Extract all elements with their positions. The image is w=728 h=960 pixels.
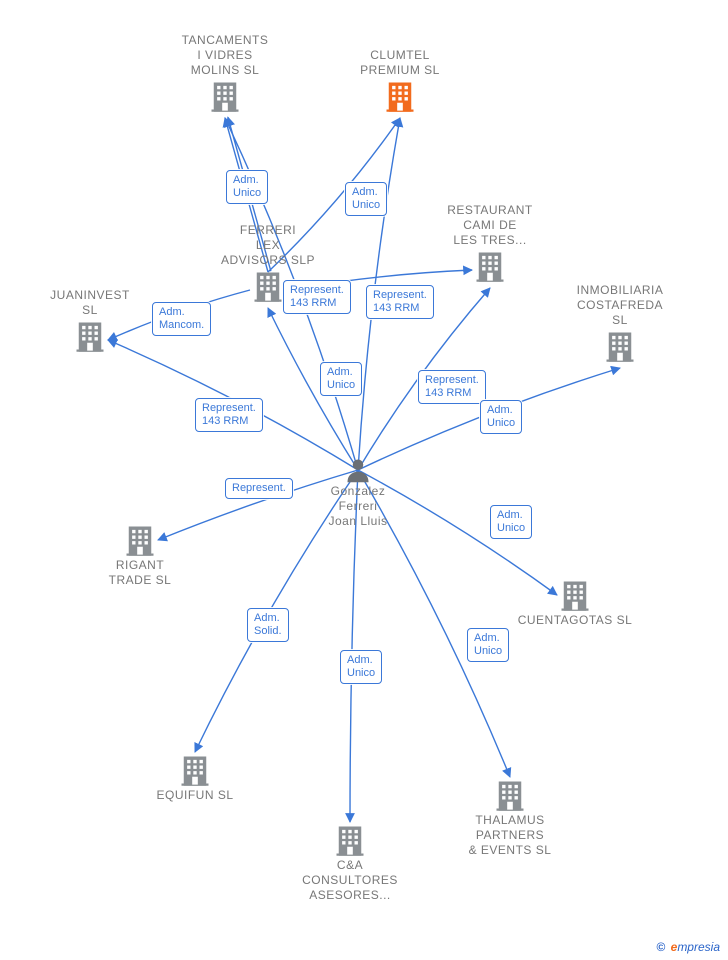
edge-label: Adm. Unico bbox=[320, 362, 362, 396]
brand-rest: mpresia bbox=[677, 940, 720, 954]
company-label: JUANINVEST SL bbox=[20, 288, 160, 318]
edge-label: Represent. 143 RRM bbox=[195, 398, 263, 432]
company-node: CUENTAGOTAS SL bbox=[505, 577, 645, 628]
company-node: INMOBILIARIA COSTAFREDA SL bbox=[550, 283, 690, 364]
company-label: THALAMUS PARTNERS & EVENTS SL bbox=[440, 813, 580, 858]
edge-label: Adm. Unico bbox=[480, 400, 522, 434]
company-node: THALAMUS PARTNERS & EVENTS SL bbox=[440, 777, 580, 858]
company-label: TANCAMENTS I VIDRES MOLINS SL bbox=[155, 33, 295, 78]
company-node: CLUMTEL PREMIUM SL bbox=[330, 48, 470, 114]
copyright-footer: © empresia bbox=[656, 940, 720, 954]
company-node: C&A CONSULTORES ASESORES... bbox=[280, 822, 420, 903]
edge-label: Adm. Unico bbox=[490, 505, 532, 539]
company-node: JUANINVEST SL bbox=[20, 288, 160, 354]
person-node: Gonzalez Ferreri Joan Lluis bbox=[308, 456, 408, 529]
company-node: TANCAMENTS I VIDRES MOLINS SL bbox=[155, 33, 295, 114]
edge-label: Adm. Mancom. bbox=[152, 302, 211, 336]
company-label: EQUIFUN SL bbox=[125, 788, 265, 803]
company-label: RIGANT TRADE SL bbox=[70, 558, 210, 588]
company-label: RESTAURANT CAMI DE LES TRES... bbox=[420, 203, 560, 248]
edge-label: Represent. 143 RRM bbox=[283, 280, 351, 314]
edge-label: Represent. bbox=[225, 478, 293, 499]
edge-label: Adm. Unico bbox=[226, 170, 268, 204]
diagram-stage: Gonzalez Ferreri Joan Lluis TANCAMENTS I … bbox=[0, 0, 728, 960]
company-label: INMOBILIARIA COSTAFREDA SL bbox=[550, 283, 690, 328]
company-label: C&A CONSULTORES ASESORES... bbox=[280, 858, 420, 903]
company-node: RESTAURANT CAMI DE LES TRES... bbox=[420, 203, 560, 284]
company-node: RIGANT TRADE SL bbox=[70, 522, 210, 588]
copyright-symbol: © bbox=[656, 940, 665, 954]
edge-label: Represent. 143 RRM bbox=[366, 285, 434, 319]
edge-label: Adm. Solid. bbox=[247, 608, 289, 642]
company-node: EQUIFUN SL bbox=[125, 752, 265, 803]
edge-label: Adm. Unico bbox=[345, 182, 387, 216]
edge-label: Adm. Unico bbox=[467, 628, 509, 662]
company-label: CUENTAGOTAS SL bbox=[505, 613, 645, 628]
company-label: FERRERI LEX ADVISORS SLP bbox=[198, 223, 338, 268]
person-label: Gonzalez Ferreri Joan Lluis bbox=[308, 484, 408, 529]
company-label: CLUMTEL PREMIUM SL bbox=[330, 48, 470, 78]
edge-label: Represent. 143 RRM bbox=[418, 370, 486, 404]
edge-label: Adm. Unico bbox=[340, 650, 382, 684]
